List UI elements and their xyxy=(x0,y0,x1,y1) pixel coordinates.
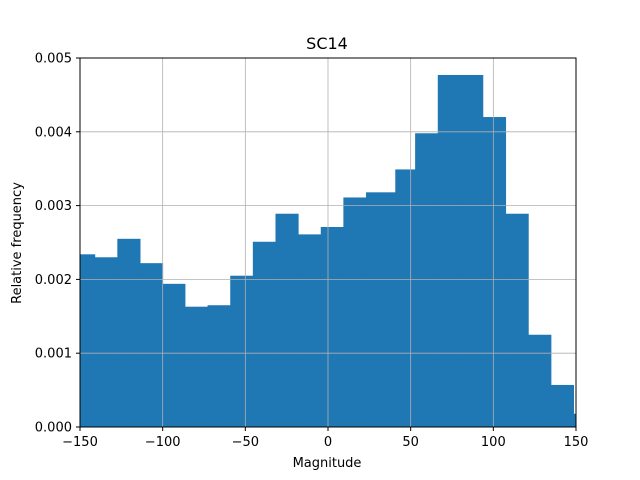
y-axis-ticks: 0.000 0.001 0.002 0.003 0.004 0.005 xyxy=(35,52,80,436)
histogram-bar xyxy=(343,197,367,427)
y-axis-label: Relative frequency xyxy=(10,182,25,304)
y-tick-label: 0.005 xyxy=(35,52,72,67)
histogram-bar xyxy=(139,263,164,427)
histogram-bar xyxy=(162,283,186,427)
histogram-bar xyxy=(117,238,141,427)
y-tick-label: 0.001 xyxy=(35,347,72,362)
histogram-bar xyxy=(550,384,575,427)
histogram-bar xyxy=(573,413,577,427)
y-tick-label: 0.000 xyxy=(35,421,72,436)
histogram-bar xyxy=(184,306,209,427)
x-tick-label: 150 xyxy=(564,435,589,450)
histogram-bar xyxy=(366,192,396,427)
y-tick-label: 0.003 xyxy=(35,199,72,214)
x-tick-label: 100 xyxy=(481,435,506,450)
histogram-bar xyxy=(230,275,254,427)
histogram-bar xyxy=(437,74,461,427)
x-tick-label: −50 xyxy=(232,435,259,450)
histogram-bar xyxy=(415,133,439,427)
y-tick-label: 0.004 xyxy=(35,125,72,140)
x-axis-ticks: −150 −100 −50 0 50 100 150 xyxy=(62,427,588,450)
histogram-bar xyxy=(505,213,529,427)
histogram-bar xyxy=(275,213,299,427)
histogram-bar xyxy=(528,334,552,427)
histogram-bar xyxy=(207,305,231,427)
histogram-bar xyxy=(94,257,118,427)
histogram-bar xyxy=(252,241,276,427)
x-tick-label: −100 xyxy=(145,435,181,450)
histogram-bar xyxy=(482,117,507,427)
histogram-bar xyxy=(298,234,322,427)
histogram-bar xyxy=(460,74,484,427)
x-tick-label: 50 xyxy=(402,435,419,450)
y-tick-label: 0.002 xyxy=(35,273,72,288)
histogram-bar xyxy=(80,254,96,427)
x-axis-label: Magnitude xyxy=(293,456,362,471)
histogram-bar xyxy=(320,227,344,427)
chart-title: SC14 xyxy=(306,34,348,53)
x-tick-label: 0 xyxy=(324,435,332,450)
x-tick-label: −150 xyxy=(62,435,98,450)
histogram-bar xyxy=(395,169,416,428)
